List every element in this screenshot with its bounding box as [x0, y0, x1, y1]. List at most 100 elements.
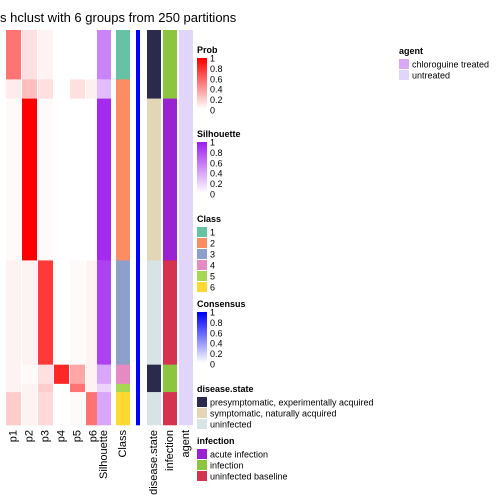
silhouette-legend-swatch-18	[197, 178, 207, 181]
silhouette-legend-tick: 0	[210, 190, 215, 200]
prob-legend-swatch-1	[197, 60, 207, 63]
silhouette-legend-swatch-19	[197, 180, 207, 183]
infection-legend-label-2: infection	[210, 461, 244, 471]
infection-cell-g1	[163, 30, 177, 80]
silhouette-legend-swatch-5	[197, 152, 207, 155]
consensus-legend-swatch-14	[197, 340, 207, 343]
disease-state-cell-g7	[147, 392, 161, 426]
silhouette-cell-g6	[97, 383, 111, 393]
disease-state-cell-g5	[147, 364, 161, 385]
prob-cell-g4-p4	[54, 260, 69, 365]
prob-cell-g6-p3	[38, 383, 53, 393]
prob-legend-swatch-17	[197, 92, 207, 95]
silhouette-legend-title: Silhouette	[197, 129, 241, 139]
agent-cell-g2	[179, 79, 193, 99]
silhouette-legend-tick: 0.8	[210, 148, 223, 158]
disease-state-cell-g2	[147, 79, 161, 99]
infection-legend-label-3: uninfected baseline	[210, 472, 288, 482]
silhouette-legend-swatch-0	[197, 142, 207, 145]
prob-legend-tick: 0.8	[210, 64, 223, 74]
column-label-p3: p3	[39, 430, 51, 442]
prob-cell-g6-p1	[6, 383, 21, 393]
infection-cell-g4	[163, 260, 177, 365]
prob-legend-swatch-5	[197, 68, 207, 71]
agent-cell-g6	[179, 383, 193, 393]
prob-legend-tick: 0.2	[210, 95, 223, 105]
prob-legend-swatch-18	[197, 94, 207, 97]
prob-legend-swatch-16	[197, 90, 207, 93]
class-legend-label-6: 6	[210, 283, 215, 293]
prob-cell-g4-p1	[6, 260, 21, 365]
consensus-legend-swatch-5	[197, 322, 207, 325]
agent-legend-label-1: chloroguine treated	[412, 60, 489, 70]
silhouette-legend-tick: 1	[210, 138, 215, 148]
prob-legend-swatch-22	[197, 102, 207, 105]
agent-cell-g5	[179, 364, 193, 385]
prob-cell-g6-p2	[22, 383, 37, 393]
infection-legend-swatch-2	[197, 460, 207, 470]
class-legend-title: Class	[197, 214, 221, 224]
silhouette-legend-swatch-20	[197, 182, 207, 185]
class-cell-g2	[116, 79, 130, 99]
prob-cell-g1-p5	[70, 30, 85, 80]
prob-cell-g1-p1	[6, 30, 21, 80]
prob-legend-title: Prob	[197, 45, 218, 55]
consensus-cell-g6	[136, 383, 140, 393]
prob-legend-swatch-6	[197, 70, 207, 73]
class-legend-label-1: 1	[210, 228, 215, 238]
column-label-class: Class	[117, 430, 129, 458]
legend-disease-state: disease.state presymptomatic, experimenta…	[197, 384, 374, 430]
infection-cell-g7	[163, 392, 177, 426]
column-label-agent: agent	[180, 430, 192, 458]
class-legend-label-2: 2	[210, 239, 215, 249]
agent-legend-swatch-1	[399, 59, 409, 69]
consensus-legend-tick: 0.4	[210, 339, 223, 349]
silhouette-legend-swatch-12	[197, 166, 207, 169]
prob-legend-swatch-7	[197, 72, 207, 75]
silhouette-cell-g2	[97, 79, 111, 99]
prob-cell-g6-p5	[70, 383, 85, 393]
disease-state-cell-g6	[147, 383, 161, 393]
class-legend-swatch-6	[197, 282, 207, 292]
silhouette-cell-g5	[97, 364, 111, 385]
silhouette-legend-swatch-3	[197, 148, 207, 151]
consensus-cell-g3	[136, 98, 140, 261]
prob-legend-swatch-2	[197, 62, 207, 65]
class-legend-swatch-2	[197, 238, 207, 248]
agent-cell-g7	[179, 392, 193, 426]
disease-state-legend-swatch-3	[197, 419, 207, 429]
prob-cell-g2-p2	[22, 79, 37, 99]
column-label-p2: p2	[23, 430, 35, 442]
prob-cell-g2-p1	[6, 79, 21, 99]
class-cell-g4	[116, 260, 130, 365]
consensus-cell-g7	[136, 392, 140, 426]
silhouette-legend-swatch-10	[197, 162, 207, 165]
silhouette-legend-swatch-7	[197, 156, 207, 159]
class-legend-swatch-4	[197, 260, 207, 270]
prob-legend-swatch-9	[197, 76, 207, 79]
consensus-legend-swatch-23	[197, 358, 207, 361]
prob-legend-tick: 0	[210, 106, 215, 116]
silhouette-legend-swatch-15	[197, 172, 207, 175]
consensus-legend-tick: 0	[210, 360, 215, 370]
class-legend-label-4: 4	[210, 261, 215, 271]
prob-cell-g3-p2	[22, 98, 37, 261]
infection-legend-title: infection	[197, 436, 235, 446]
consensus-legend-swatch-18	[197, 348, 207, 351]
prob-legend-swatch-24	[197, 106, 207, 109]
prob-legend-swatch-21	[197, 100, 207, 103]
prob-legend-swatch-12	[197, 82, 207, 85]
prob-cell-g3-p5	[70, 98, 85, 261]
disease-state-legend-swatch-1	[197, 397, 207, 407]
consensus-legend-swatch-2	[197, 316, 207, 319]
silhouette-cell-g4	[97, 260, 111, 365]
consensus-legend-swatch-25	[197, 362, 207, 365]
disease-state-legend-label-3: uninfected	[210, 420, 252, 430]
infection-cell-g2	[163, 79, 177, 99]
prob-cell-g5-p3	[38, 364, 53, 385]
consensus-legend-swatch-0	[197, 312, 207, 315]
class-legend-swatch-3	[197, 249, 207, 259]
infection-cell-g5	[163, 364, 177, 385]
agent-cell-g4	[179, 260, 193, 365]
